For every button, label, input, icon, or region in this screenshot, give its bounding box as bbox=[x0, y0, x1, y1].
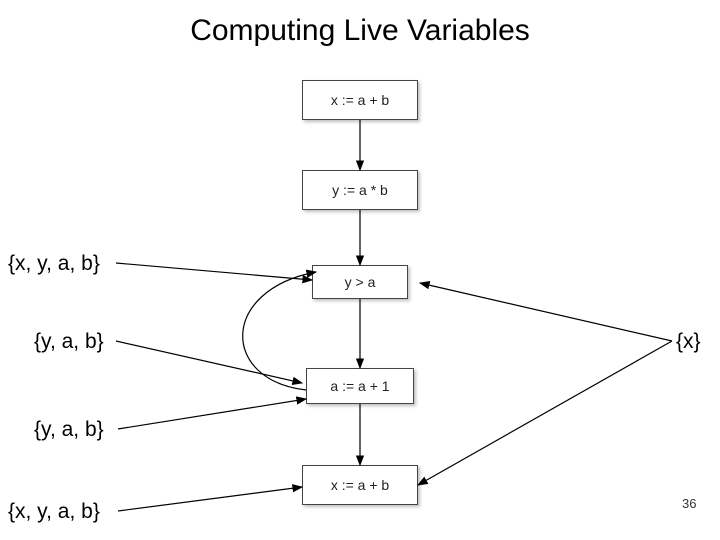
node-2-text: y := a * b bbox=[332, 182, 388, 198]
node-2: y := a * b bbox=[302, 170, 418, 210]
liveset-xyab-bottom: {x, y, a, b} bbox=[8, 500, 100, 524]
node-1: x := a + b bbox=[302, 80, 418, 120]
liveset-x: {x} bbox=[676, 330, 701, 354]
edge bbox=[118, 399, 306, 429]
liveset-yab-1: {y, a, b} bbox=[34, 330, 104, 354]
slide-title: Computing Live Variables bbox=[0, 14, 720, 48]
node-4-text: a := a + 1 bbox=[330, 378, 389, 394]
node-3: y > a bbox=[312, 265, 408, 299]
edge bbox=[118, 487, 302, 511]
node-3-text: y > a bbox=[345, 274, 376, 290]
edge bbox=[420, 283, 672, 341]
edge bbox=[116, 263, 312, 280]
edge bbox=[243, 272, 316, 390]
node-1-text: x := a + b bbox=[331, 92, 389, 108]
page-number: 36 bbox=[682, 496, 696, 511]
node-5-text: x := a + b bbox=[331, 477, 389, 493]
liveset-xyab-top: {x, y, a, b} bbox=[8, 252, 100, 276]
node-5: x := a + b bbox=[302, 465, 418, 505]
edge bbox=[116, 341, 302, 383]
node-4: a := a + 1 bbox=[306, 368, 414, 404]
edge bbox=[418, 341, 672, 485]
liveset-yab-2: {y, a, b} bbox=[34, 418, 104, 442]
